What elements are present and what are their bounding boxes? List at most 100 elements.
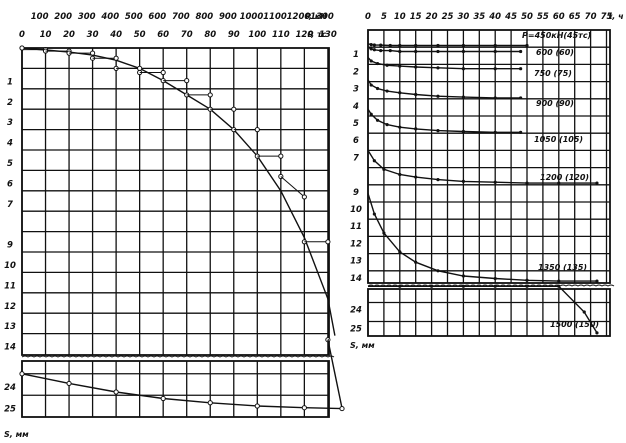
step-start-point [231,106,237,112]
x-mid-tick-label: 40 [109,30,122,40]
creep-point [372,212,376,216]
creep-point [461,129,465,134]
x-top-tick-label: 400 [100,12,119,22]
creep-point [414,175,418,179]
creep-point [369,59,373,63]
creep-point [369,43,373,47]
creep-point [398,172,402,177]
y-tick-label: 5 [7,159,13,169]
y-tick-label: 25 [350,325,362,335]
y-tick-label: 25 [4,404,16,414]
x-mid-tick-label: 80 [204,30,216,40]
y-tick-label: 4 [352,102,359,112]
creep-point [525,181,529,185]
x-tick-label: 30 [457,12,469,22]
creep-point [461,49,465,54]
creep-point [461,284,465,288]
step-start-point [207,92,213,98]
creep-point [369,83,373,87]
unload-point [207,400,213,406]
x-mid-tick-label: 90 [228,30,240,40]
creep-point [398,91,402,95]
x-tick-label: 75 [601,12,613,22]
creep-point [414,49,418,54]
lower-panel-frame [367,288,611,337]
x-top-tick-label: 800 [195,12,213,22]
y-tick-label: 11 [4,281,16,291]
creep-curve-3 [367,79,521,99]
x-axis-label: t, ч [608,12,624,21]
step-start-point [254,127,260,133]
x-mid-tick-label: 130 [319,30,337,40]
creep-point [582,310,586,314]
x-mid-tick-label: 70 [181,30,193,40]
creep-point [398,125,402,129]
creep-point [414,92,418,97]
creep-point [382,231,386,235]
y-tick-label: 1 [7,77,13,87]
creep-point [595,279,599,283]
step-start-point [301,194,307,200]
creep-point [436,178,440,182]
creep-point [436,66,440,70]
creep-point [493,130,497,134]
upper-panel-frame [367,29,611,284]
x-top-tick-label: 300 [78,12,96,22]
creep-point [398,43,402,48]
creep-point [436,43,440,48]
creep-point [461,67,465,71]
step-start-point [325,239,331,245]
x-top-tick-label: 100 [31,12,49,22]
creep-point [372,48,376,52]
x-tick-label: 50 [521,12,533,22]
series-label: 1050 (105) [534,135,583,144]
y-axis-label: S, мм [4,430,29,439]
x-tick-label: 10 [394,12,406,22]
creep-point [372,43,376,47]
y-tick-label: 9 [353,188,359,198]
creep-curve-4 [367,108,521,133]
creep-point [525,43,529,48]
x-mid-tick-label: 60 [157,30,169,40]
creep-point [375,86,380,91]
y-tick-label: 2 [353,67,359,77]
series-label: P=450кН(45тс) [522,31,591,40]
x-tick-label: 0 [365,12,371,22]
creep-point [525,278,529,282]
creep-point [375,61,380,66]
creep-point [398,284,402,288]
creep-point [557,279,561,283]
y-tick-label: 14 [4,343,16,353]
unload-point [254,403,260,409]
x-top-tick-label: 1200 [287,12,311,22]
unload-point [66,380,72,387]
y-tick-label: 6 [7,179,13,189]
creep-point [595,181,599,185]
creep-point [398,64,402,68]
lower-panel-frame [21,360,330,418]
creep-point [414,65,418,69]
creep-point [385,63,389,67]
x-top-tick-label: 700 [172,12,190,22]
x-mid-axis-label: P, тс [307,30,326,39]
y-tick-label: 13 [350,257,362,267]
y-tick-label: 2 [7,98,13,108]
x-tick-label: 65 [569,12,581,22]
x-tick-label: 35 [473,12,485,22]
unload-point [301,405,307,411]
creep-point [385,123,389,127]
creep-point [388,43,392,48]
x-mid-tick-label: 0 [19,30,25,40]
creep-point [398,49,402,54]
y-tick-label: 11 [350,222,362,232]
unload-point [113,389,119,395]
x-tick-label: 40 [488,12,501,22]
step-start-point [89,50,96,56]
step-start-point [278,153,284,159]
x-top-tick-label: 200 [54,12,72,22]
x-mid-tick-label: 30 [87,30,99,40]
x-top-axis-label: P, кН [305,12,327,21]
y-tick-label: 12 [350,239,362,249]
series-label: 1350 (135) [538,263,587,272]
creep-point [493,43,497,48]
